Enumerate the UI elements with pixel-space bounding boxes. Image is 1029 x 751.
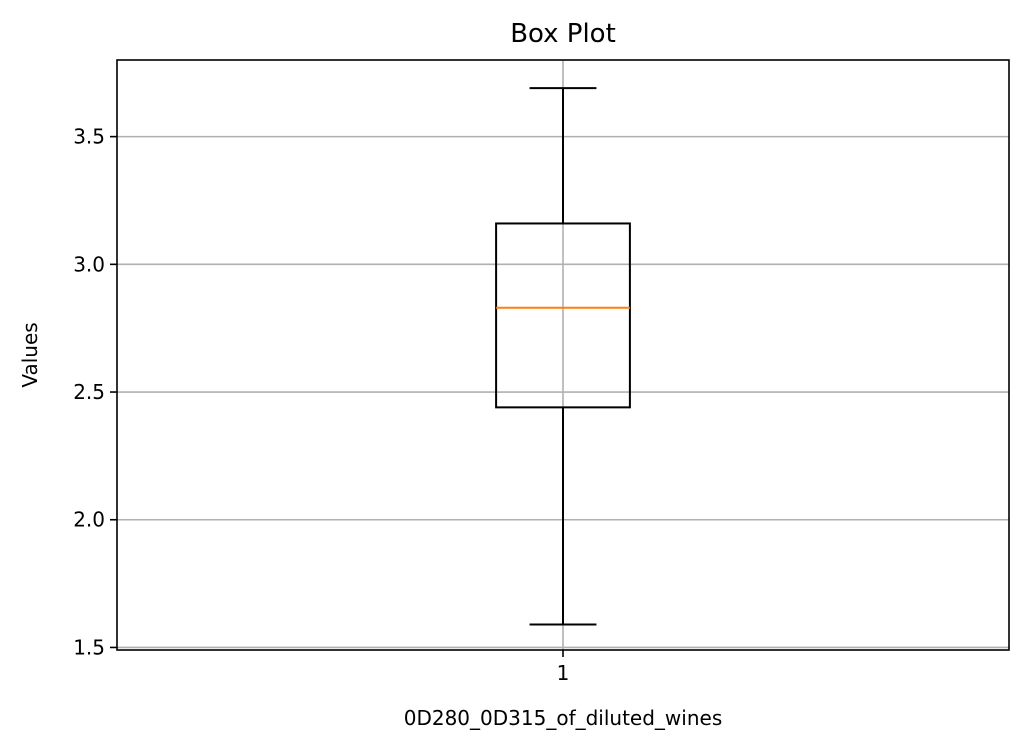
plot-data <box>495 87 631 626</box>
y-tick-label: 2.0 <box>73 508 105 532</box>
x-tick-label: 1 <box>557 661 570 685</box>
y-tick-label: 2.5 <box>73 380 105 404</box>
y-tick-label: 3.0 <box>73 252 105 276</box>
interquartile-box <box>495 222 631 409</box>
chart-title: Box Plot <box>510 19 616 49</box>
y-axis-label: Values <box>18 322 42 387</box>
y-tick-label: 1.5 <box>73 635 105 659</box>
x-axis-label: 0D280_0D315_of_diluted_wines <box>404 706 723 730</box>
axis-ticks: 1.5 2.0 2.5 3.0 3.5 1 <box>73 125 569 685</box>
y-tick-label: 3.5 <box>73 125 105 149</box>
